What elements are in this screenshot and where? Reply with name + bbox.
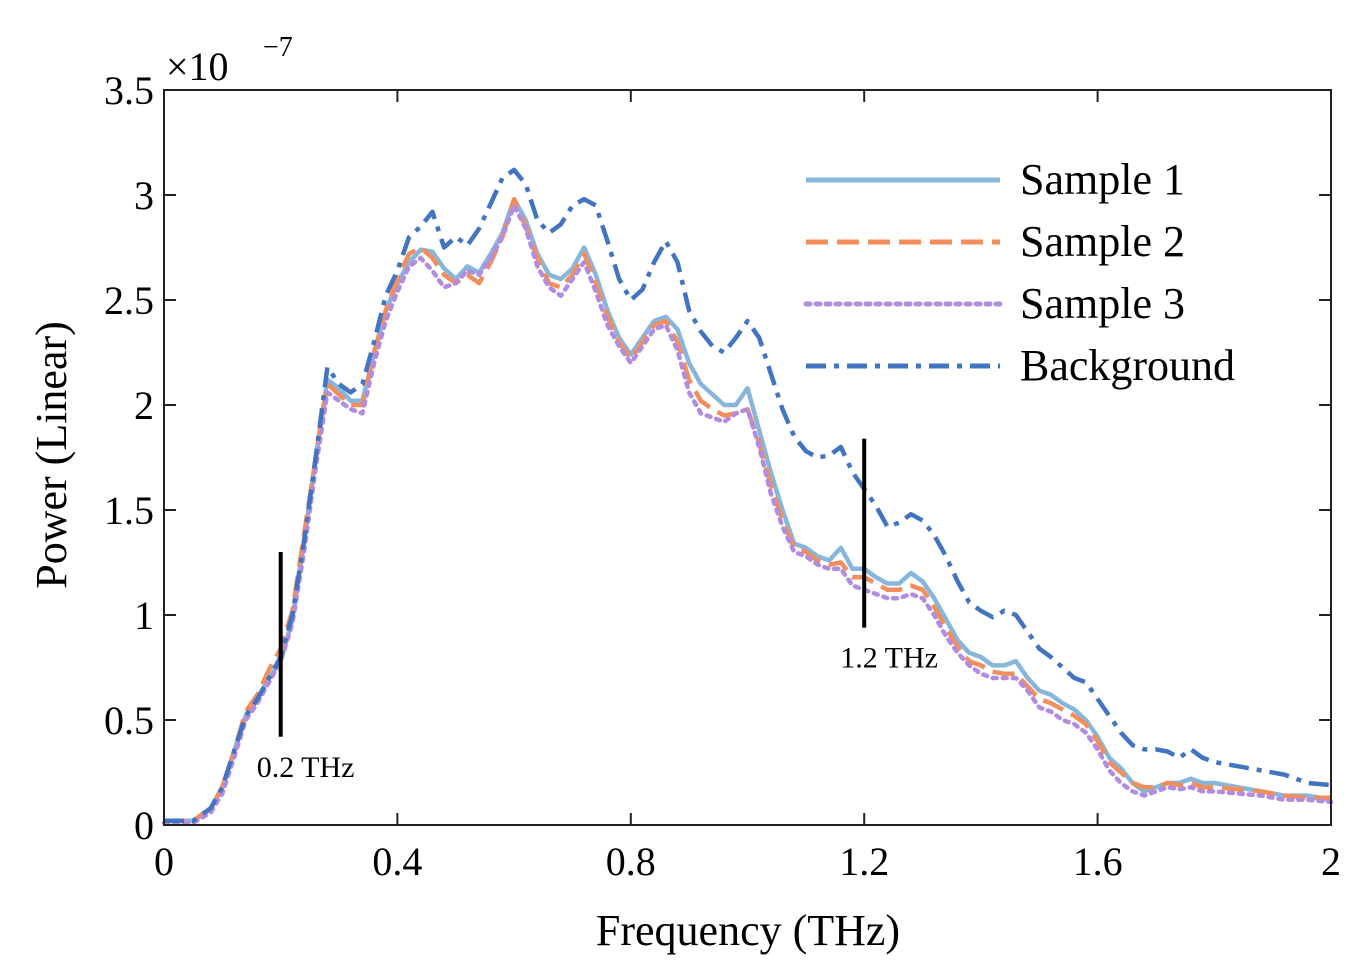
y-tick-label: 1.5 — [104, 488, 154, 533]
y-tick-label: 2 — [134, 383, 154, 428]
x-axis-label: Frequency (THz) — [596, 906, 900, 955]
x-tick-label: 1.6 — [1073, 839, 1123, 884]
x-tick-label: 0 — [154, 839, 174, 884]
y-axis-label: Power (Linear) — [27, 321, 76, 589]
series-line-2 — [164, 196, 1331, 824]
y-tick-label: 1 — [134, 593, 154, 638]
annotation-label-1: 0.2 THz — [257, 751, 355, 784]
legend: Sample 1 Sample 2 Sample 3 Background — [803, 155, 1235, 390]
annotation-layer: 0.2 THz 1.2 THz — [257, 438, 938, 784]
x-tick-label: 1.2 — [839, 839, 889, 884]
y-exponent-power: −7 — [263, 32, 293, 63]
legend-label-3: Sample 3 — [1020, 279, 1185, 328]
legend-label-2: Sample 2 — [1020, 217, 1185, 266]
x-tick-label: 0.4 — [372, 839, 422, 884]
y-tick-label: 3.5 — [104, 68, 154, 113]
y-tick-label: 0.5 — [104, 698, 154, 743]
plot-frame — [163, 89, 1332, 826]
y-exponent-label: ×10 −7 — [166, 32, 293, 89]
series-line-4 — [164, 167, 1332, 824]
y-tick-label: 0 — [134, 803, 154, 848]
y-tick-label: 3 — [134, 173, 154, 218]
y-exponent-base: ×10 — [166, 44, 229, 89]
legend-label-1: Sample 1 — [1020, 155, 1185, 204]
annotation-label-2: 1.2 THz — [840, 642, 938, 675]
x-tick-label: 0.8 — [606, 839, 656, 884]
series-layer — [161, 167, 1334, 826]
legend-label-4: Background — [1020, 341, 1235, 390]
series-line-3 — [161, 203, 1334, 826]
x-tick-label: 2 — [1321, 839, 1341, 884]
axes-layer: 0 0.4 0.8 1.2 1.6 2 0 0.5 1 1.5 2 2.5 3 3.5 — [104, 68, 1341, 884]
y-tick-label: 2.5 — [104, 278, 154, 323]
